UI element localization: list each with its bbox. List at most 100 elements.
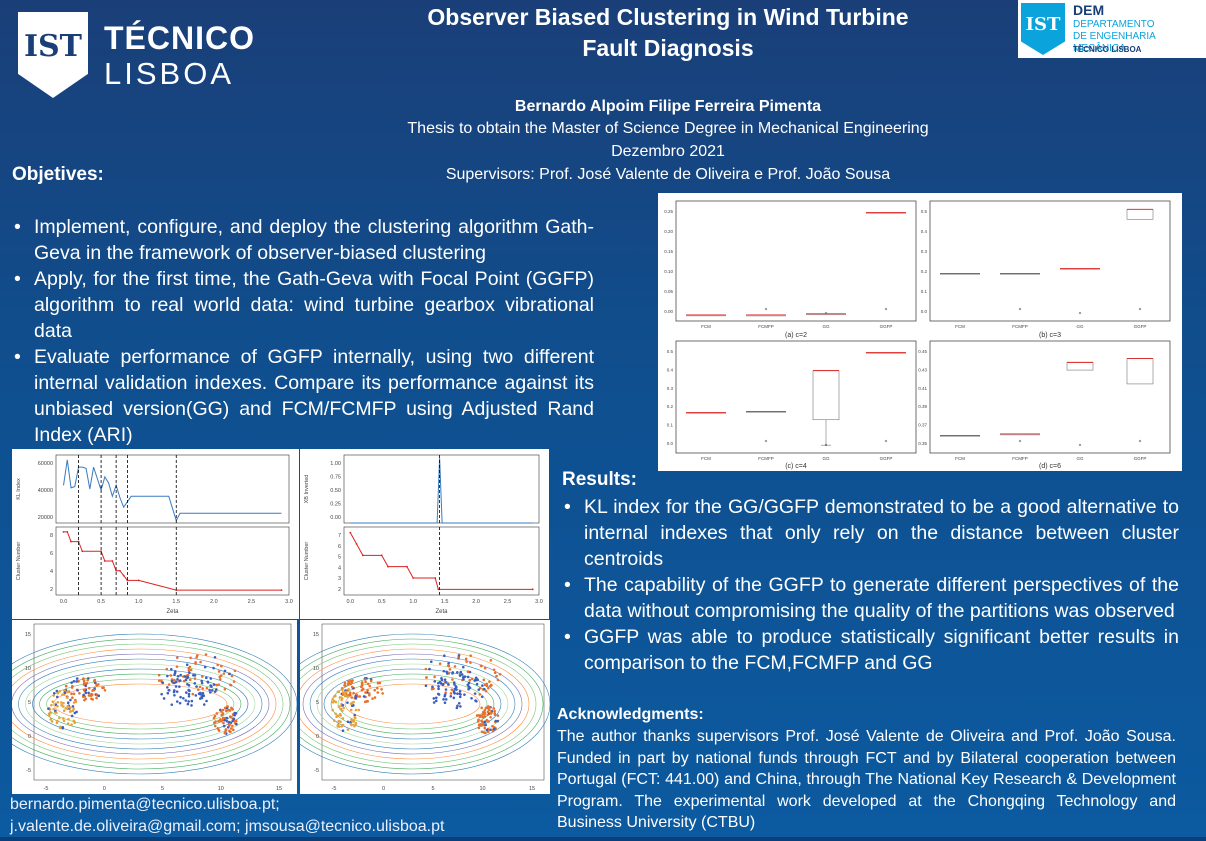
contour-line: [0, 638, 291, 770]
data-point: [166, 674, 169, 678]
data-point: [77, 540, 80, 543]
email-line-1[interactable]: bernardo.pimenta@tecnico.ulisboa.pt;: [10, 796, 280, 813]
data-point: [451, 678, 454, 681]
contour-line: [337, 678, 488, 730]
dem-footer: TÉCNICO LISBOA: [1073, 45, 1142, 54]
data-point: [173, 693, 176, 697]
supervisors-line: Supervisors: Prof. José Valente de Olive…: [445, 166, 891, 183]
x-axis-label: Zeta: [435, 609, 448, 615]
y-tick-label: 0.4: [921, 229, 928, 234]
data-point: [455, 670, 459, 674]
data-point: [457, 701, 461, 705]
contour-line: [330, 673, 495, 735]
boxplot-figure: 0.00 0.05 0.10 0.15 0.20 0.25 FCM FCMFP GG GGFP (a…: [658, 193, 1182, 471]
data-point: [366, 682, 370, 686]
y-tick-label: 0.3: [667, 386, 674, 391]
data-point: [447, 664, 450, 667]
data-point: [200, 675, 204, 678]
data-point: [224, 728, 228, 731]
data-point: [66, 530, 69, 533]
data-point: [349, 679, 353, 683]
data-point: [66, 690, 70, 694]
data-point: [187, 688, 190, 692]
data-point: [475, 699, 478, 703]
x-tick-label: 0: [103, 786, 106, 792]
data-point: [187, 694, 191, 698]
data-point: [52, 692, 56, 695]
data-point: [157, 679, 161, 682]
data-point: [55, 689, 59, 693]
data-point: [184, 699, 188, 702]
data-point: [443, 678, 447, 682]
data-point: [170, 703, 174, 706]
data-point: [354, 694, 357, 698]
data-point: [339, 714, 343, 717]
contour-line: [288, 643, 537, 765]
data-point: [199, 697, 202, 700]
data-point: [233, 669, 237, 673]
scatter-svg-2: -5 0 5 10 15 -5 0 5 10 15: [274, 623, 551, 792]
data-point: [103, 560, 106, 562]
y-tick-label: 0.75: [330, 475, 341, 481]
data-point: [184, 678, 188, 682]
list-item: • GGFP was able to produce statistically …: [564, 626, 1179, 674]
plot-frame: [343, 454, 540, 524]
x-tick-label: 1.0: [135, 599, 143, 605]
contour-line: [53, 683, 228, 725]
data-point: [341, 723, 345, 727]
data-point: [347, 687, 350, 691]
contour-line: [39, 673, 242, 735]
data-point: [343, 681, 347, 685]
data-point: [493, 671, 497, 675]
list-item: • The capability of the GGFP to generate …: [564, 574, 1179, 622]
data-point: [126, 579, 129, 582]
data-point: [448, 668, 452, 671]
data-point: [232, 728, 235, 732]
data-point: [199, 660, 202, 664]
data-point: [489, 712, 493, 715]
data-point: [352, 700, 355, 704]
data-point: [72, 680, 76, 683]
data-point: [463, 675, 467, 679]
data-point: [428, 667, 431, 671]
y-tick-label: 15: [25, 632, 31, 638]
data-point: [172, 690, 176, 694]
data-point: [489, 683, 493, 687]
data-point: [360, 681, 364, 684]
poster-title: Observer Biased Clustering in Wind Turbi…: [427, 4, 909, 61]
data-point: [188, 671, 191, 674]
data-point: [354, 721, 358, 725]
x-tick-label: 5: [431, 786, 434, 792]
outlier-point: [764, 439, 768, 443]
data-point: [205, 686, 209, 690]
data-point: [211, 689, 214, 692]
email-line-2[interactable]: j.valente.de.oliveira@gmail.com; jmsousa…: [10, 817, 445, 835]
data-point: [228, 715, 232, 718]
data-point: [188, 678, 192, 682]
y-tick-label: 4: [50, 569, 53, 575]
institution-name-line2: LISBOA: [104, 56, 234, 91]
data-point: [66, 722, 70, 725]
data-point: [63, 689, 66, 692]
y-tick-label: 0.00: [330, 515, 341, 521]
data-point: [87, 694, 91, 697]
x-tick-label: 0: [382, 786, 385, 792]
data-point: [55, 711, 58, 715]
y-tick-label: 0.3: [921, 249, 928, 254]
data-point: [424, 684, 428, 688]
data-point: [485, 684, 489, 688]
data-point: [350, 704, 354, 708]
data-point: [103, 688, 107, 692]
y-tick-label: 0.5: [667, 349, 674, 354]
outlier-point: [884, 307, 888, 311]
y-tick-label: 0.10: [664, 269, 673, 274]
x-tick-label: GGFP: [880, 324, 893, 329]
data-point: [466, 670, 470, 674]
data-point: [223, 687, 227, 691]
data-point: [77, 680, 80, 683]
data-point: [188, 665, 192, 669]
data-point: [70, 681, 73, 684]
data-point: [491, 729, 495, 733]
data-point: [350, 723, 353, 727]
data-point: [366, 691, 369, 694]
